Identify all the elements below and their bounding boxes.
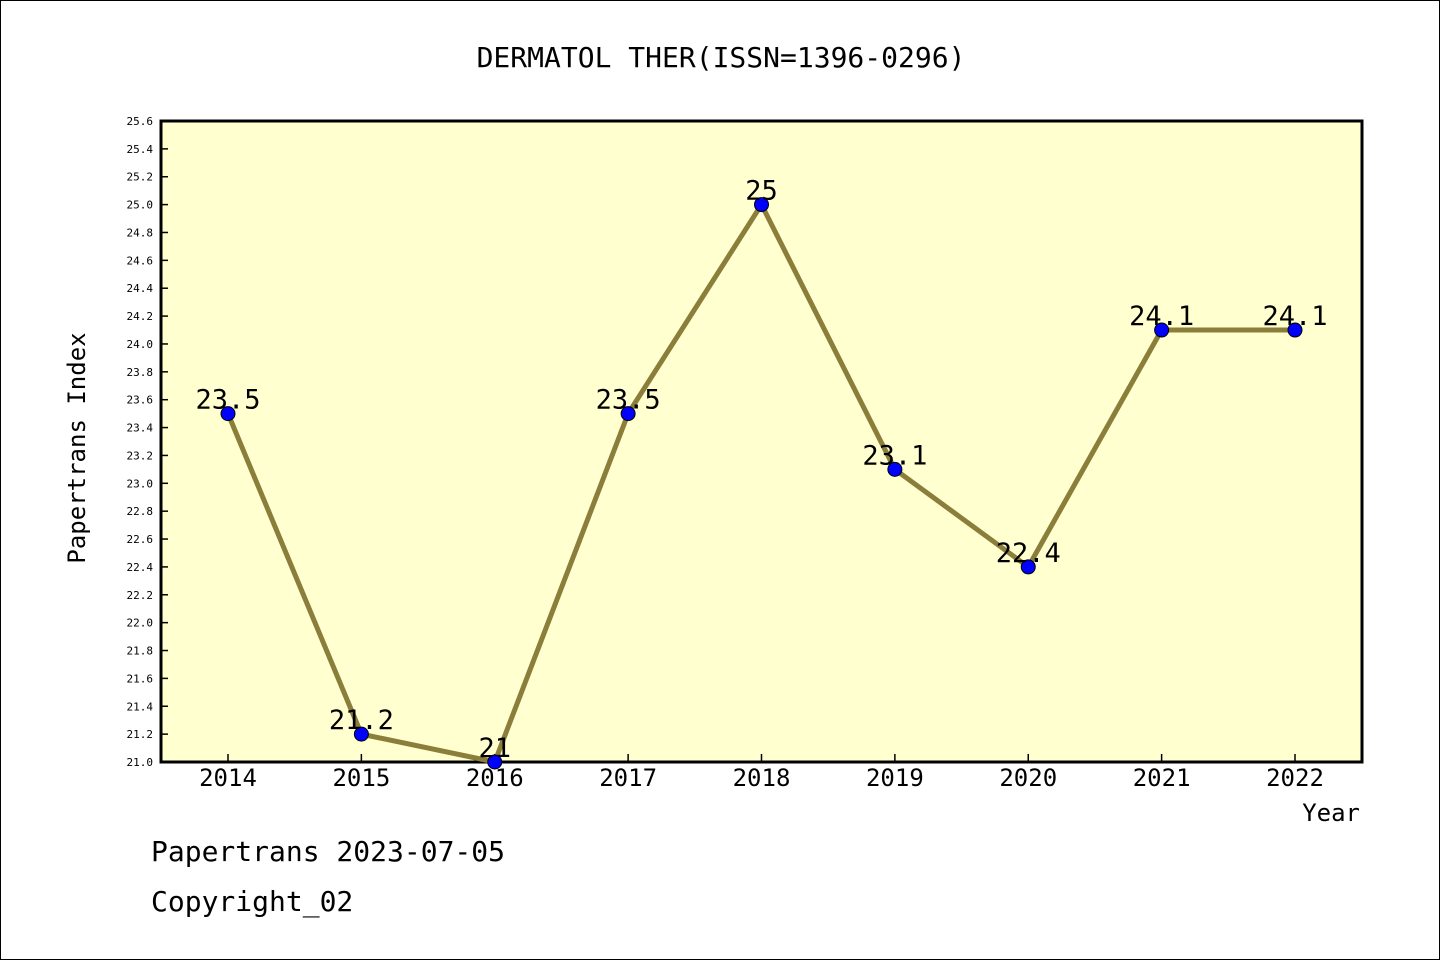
y-tick-label: 24.4 (127, 282, 154, 295)
footer-copyright: Copyright_02 (151, 885, 354, 918)
y-tick-label: 25.6 (127, 115, 154, 128)
data-label: 25 (745, 176, 778, 207)
y-tick-label: 21.6 (127, 672, 154, 685)
data-point (754, 197, 769, 213)
data-label: 24.1 (1129, 301, 1194, 332)
y-tick-label: 23.6 (127, 394, 154, 407)
plot-area (159, 119, 1364, 764)
y-tick-label: 23.4 (127, 422, 154, 435)
x-tick-label: 2017 (599, 764, 657, 792)
y-tick-label: 24.8 (127, 226, 154, 239)
data-point (353, 726, 369, 742)
y-tick-label: 21.8 (127, 645, 154, 658)
data-label: 24.1 (1262, 301, 1327, 332)
y-tick-label: 24.6 (127, 254, 154, 267)
data-point (1287, 322, 1303, 338)
x-tick-label: 2020 (999, 764, 1057, 792)
y-tick-label: 23.2 (127, 449, 154, 462)
data-label: 21.2 (329, 705, 394, 736)
x-axis: 2014 2015 2016 2017 2018 2019 2020 2021 2022 (199, 754, 1324, 792)
data-label: 22.4 (996, 538, 1061, 569)
data-point (620, 406, 636, 422)
data-point (1020, 559, 1036, 575)
data-label: 23.5 (596, 385, 661, 416)
y-tick-label: 25.4 (127, 143, 154, 156)
data-point (887, 461, 903, 477)
footer-date: Papertrans 2023-07-05 (151, 835, 506, 868)
y-tick-label: 22.0 (127, 617, 154, 630)
y-tick-label: 22.4 (127, 561, 154, 574)
y-tick-label: 21.2 (127, 728, 154, 741)
x-tick-label: 2021 (1133, 764, 1191, 792)
y-tick-label: 21.0 (127, 756, 154, 769)
data-label: 23.5 (195, 385, 260, 416)
y-tick-label: 25.0 (127, 199, 154, 212)
y-tick-label: 21.4 (127, 700, 154, 713)
data-label: 23.1 (862, 440, 927, 471)
y-axis: 21.0 21.2 21.4 21.6 21.8 22.0 22.2 22.4 22.6 22.8… (127, 115, 168, 769)
data-point (1154, 322, 1170, 338)
x-tick-label: 2018 (733, 764, 791, 792)
data-point (220, 406, 236, 422)
chart-title: DERMATOL THER(ISSN=1396-0296) (477, 41, 966, 74)
y-tick-label: 22.6 (127, 533, 154, 546)
y-tick-label: 23.8 (127, 366, 154, 379)
y-tick-label: 23.0 (127, 477, 154, 490)
y-tick-label: 25.2 (127, 171, 154, 184)
x-tick-label: 2015 (332, 764, 390, 792)
x-tick-label: 2022 (1266, 764, 1324, 792)
x-tick-label: 2019 (866, 764, 924, 792)
y-tick-label: 22.8 (127, 505, 154, 518)
y-axis-label: Papertrans Index (63, 332, 91, 563)
y-tick-label: 24.2 (127, 310, 154, 323)
y-tick-label: 24.0 (127, 338, 154, 351)
x-tick-label: 2014 (199, 764, 257, 792)
y-tick-label: 22.2 (127, 589, 154, 602)
data-label: 21 (478, 733, 511, 764)
x-axis-label: Year (1302, 799, 1360, 827)
data-point (487, 754, 503, 770)
series-layer: 23.5 21.2 21 23.5 25 23.1 22.4 24.1 24.1 (195, 176, 1328, 770)
